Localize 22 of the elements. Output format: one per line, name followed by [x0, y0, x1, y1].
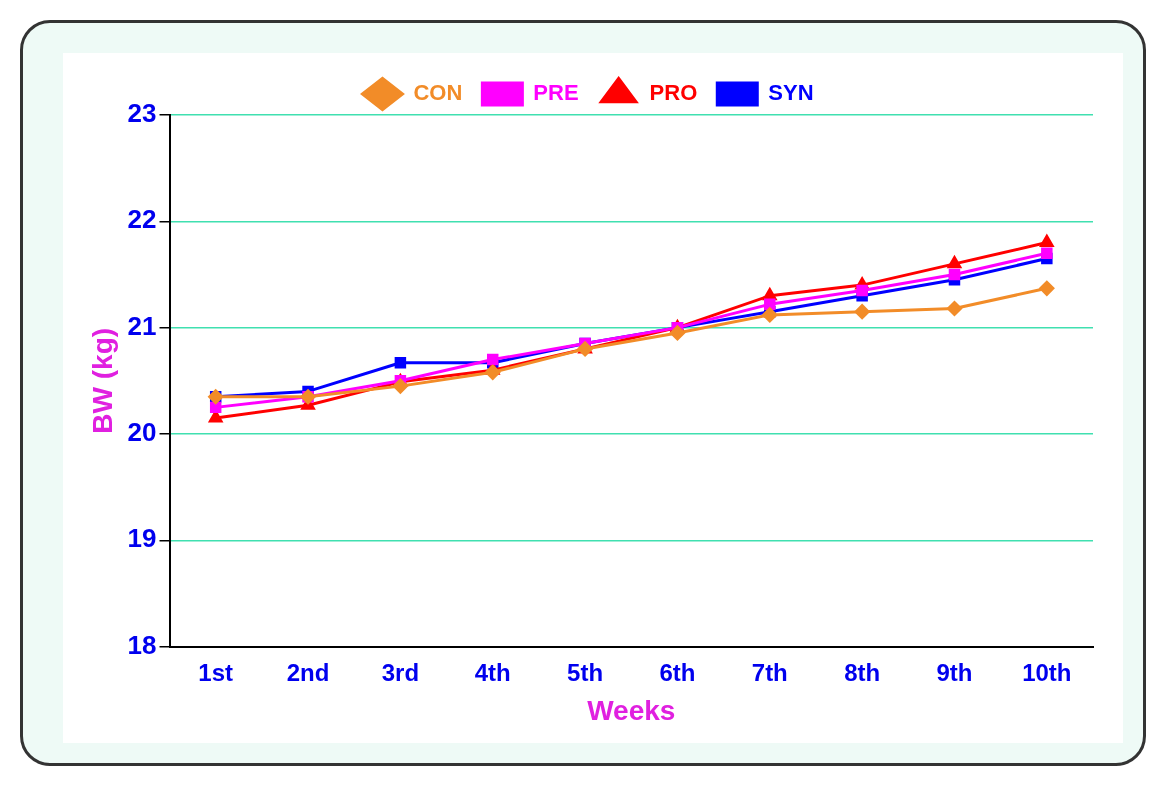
x-axis-title: Weeks [587, 694, 676, 726]
x-tick-label: 8th [844, 658, 881, 686]
y-tick-label: 18 [127, 629, 157, 660]
x-tick-label: 2nd [286, 658, 330, 686]
y-tick-label: 23 [127, 98, 157, 129]
legend-label: SYN [768, 80, 814, 106]
x-tick-label: 4th [474, 658, 511, 686]
x-tick-label: 10th [1022, 658, 1072, 686]
x-tick-label: 6th [659, 658, 696, 686]
x-tick-label: 7th [751, 658, 788, 686]
y-axis-title: BW (kg) [86, 327, 118, 434]
legend-label: CON [413, 80, 463, 106]
y-tick-label: 22 [127, 204, 157, 235]
x-tick-label: 5th [567, 658, 604, 686]
y-tick-label: 21 [127, 310, 157, 341]
legend-label: PRO [649, 80, 698, 106]
x-tick-label: 9th [936, 658, 973, 686]
y-tick-label: 19 [127, 523, 157, 554]
y-tick-label: 20 [127, 417, 157, 448]
legend-label: PRE [533, 80, 579, 106]
x-tick-label: 1st [198, 658, 234, 686]
x-tick-label: 3rd [381, 658, 420, 686]
